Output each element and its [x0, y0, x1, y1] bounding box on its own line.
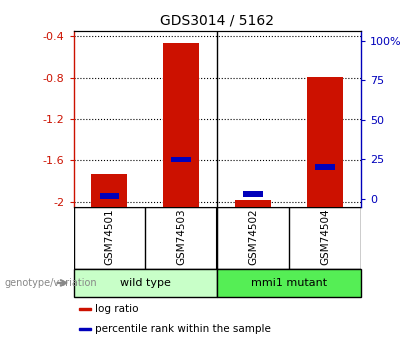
Bar: [235, 200, 271, 207]
Text: GSM74503: GSM74503: [176, 208, 186, 265]
Bar: [244, 191, 263, 197]
Bar: [163, 43, 199, 207]
Bar: [315, 165, 335, 170]
Bar: [218, 269, 361, 297]
Bar: [100, 193, 119, 199]
Text: GSM74504: GSM74504: [320, 208, 330, 265]
Bar: [79, 328, 91, 330]
Title: GDS3014 / 5162: GDS3014 / 5162: [160, 13, 274, 27]
Text: mmi1 mutant: mmi1 mutant: [251, 278, 327, 288]
Bar: [92, 174, 127, 207]
Text: wild type: wild type: [120, 278, 171, 288]
Text: percentile rank within the sample: percentile rank within the sample: [95, 324, 271, 334]
Bar: [74, 269, 218, 297]
Text: GSM74501: GSM74501: [105, 208, 115, 265]
Text: GSM74502: GSM74502: [248, 208, 258, 265]
Bar: [307, 77, 343, 207]
Bar: [79, 308, 91, 310]
Text: log ratio: log ratio: [95, 304, 139, 314]
Text: genotype/variation: genotype/variation: [4, 278, 97, 288]
Bar: [171, 157, 191, 162]
